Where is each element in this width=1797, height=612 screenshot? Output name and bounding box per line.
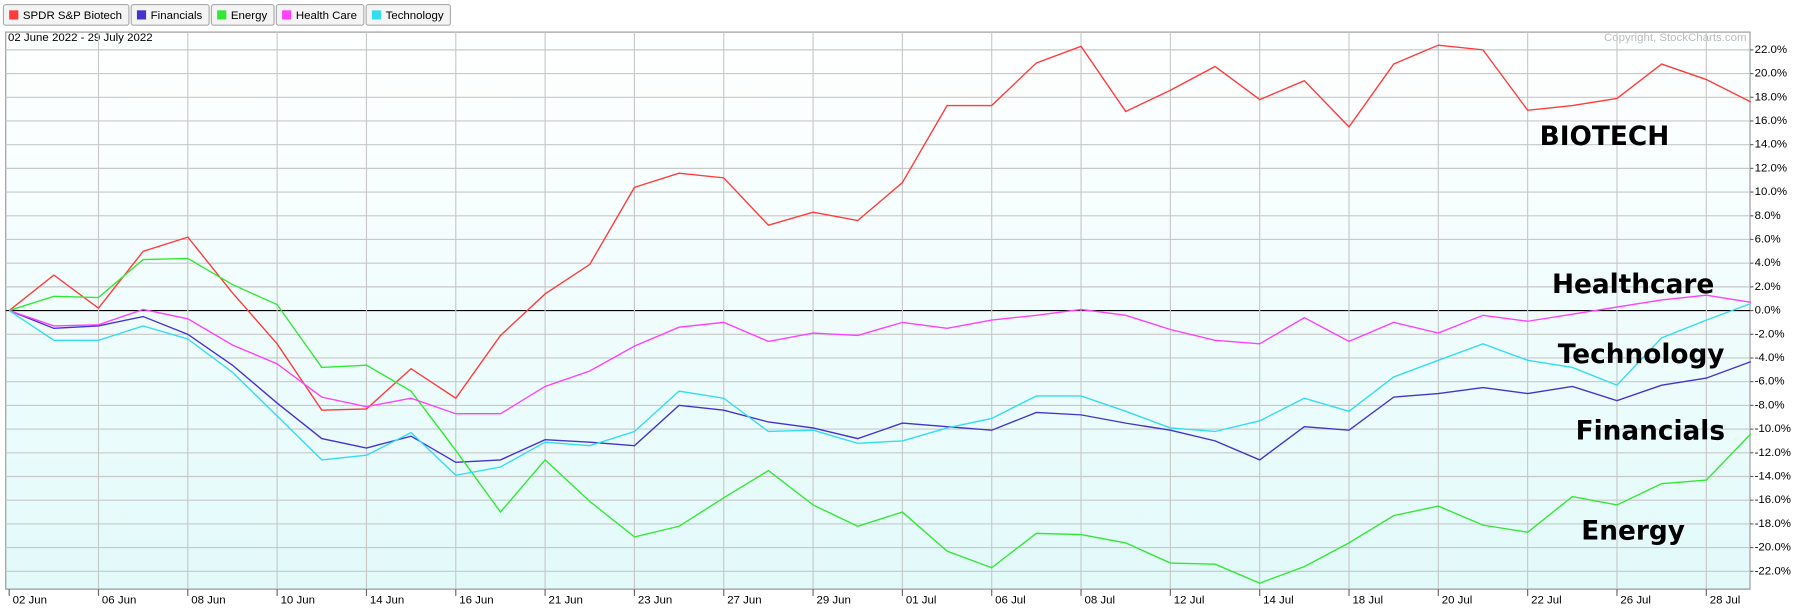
legend-button: [275, 4, 365, 26]
y-tick-label: 22.0%: [1755, 44, 1787, 56]
x-tick-label: 28 Jul: [1710, 595, 1741, 607]
y-tick-label: -20.0%: [1755, 542, 1791, 554]
y-tick-label: 0.0%: [1755, 305, 1781, 317]
x-tick-label: 23 Jun: [638, 595, 672, 607]
y-tick-label: -18.0%: [1755, 518, 1791, 530]
series-line: [8, 302, 1752, 477]
x-tick-label: 14 Jun: [370, 595, 404, 607]
x-tick-label: 14 Jul: [1263, 595, 1294, 607]
x-tick-label: 18 Jul: [1352, 595, 1383, 607]
legend-swatch: [136, 10, 147, 20]
legend-label: Energy: [231, 10, 268, 22]
legend-item[interactable]: Health Care: [275, 4, 365, 26]
legend-button: [2, 4, 130, 26]
x-tick-label: 12 Jul: [1174, 595, 1205, 607]
legend-item[interactable]: Financials: [130, 4, 210, 26]
x-tick-label: 06 Jul: [995, 595, 1026, 607]
x-tick-label: 08 Jul: [1084, 595, 1115, 607]
legend-label: Financials: [151, 10, 203, 22]
annotation: Financials: [1576, 417, 1725, 447]
series-line: [8, 44, 1752, 411]
y-tick-label: 2.0%: [1755, 281, 1781, 293]
legend-swatch: [282, 10, 292, 20]
legend-item[interactable]: Energy: [210, 4, 275, 26]
y-tick-label: 12.0%: [1755, 162, 1787, 174]
x-tick-label: 01 Jul: [906, 595, 937, 607]
x-tick-label: 16 Jun: [459, 595, 493, 607]
y-tick-label: -6.0%: [1755, 376, 1785, 388]
x-tick-label: 06 Jun: [102, 595, 136, 607]
y-tick-label: 4.0%: [1755, 257, 1781, 269]
annotation: Technology: [1558, 340, 1725, 370]
y-tick-label: -10.0%: [1755, 423, 1791, 435]
y-tick-label: -8.0%: [1755, 399, 1785, 411]
legend-button: [365, 4, 452, 26]
legend-label: Health Care: [296, 10, 357, 22]
series-line: [8, 257, 1752, 584]
date-range: 02 June 2022 - 29 July 2022: [8, 32, 153, 44]
legend-label: Technology: [386, 10, 444, 22]
x-tick-label: 29 Jun: [817, 595, 851, 607]
y-tick-label: 20.0%: [1755, 68, 1787, 80]
y-tick-label: -14.0%: [1755, 471, 1791, 483]
x-tick-label: 10 Jun: [281, 595, 315, 607]
y-tick-label: -16.0%: [1755, 494, 1791, 506]
annotation: Healthcare: [1552, 270, 1714, 300]
series-line: [8, 294, 1752, 415]
x-tick-label: 26 Jul: [1620, 595, 1651, 607]
y-tick-label: 8.0%: [1755, 210, 1781, 222]
x-tick-label: 08 Jun: [191, 595, 225, 607]
x-tick-label: 20 Jul: [1442, 595, 1473, 607]
legend-swatch: [217, 10, 227, 20]
x-tick-label: 02 Jun: [13, 595, 47, 607]
copyright: Copyright, StockCharts.com: [1604, 32, 1747, 44]
legend-item[interactable]: Technology: [365, 4, 452, 26]
legend-swatch: [9, 10, 19, 20]
legend-swatch: [371, 10, 382, 20]
x-tick-label: 27 Jun: [727, 595, 761, 607]
legend-label: SPDR S&P Biotech: [23, 10, 122, 22]
y-tick-label: -22.0%: [1755, 565, 1791, 577]
annotation: BIOTECH: [1540, 122, 1670, 152]
annotation: Energy: [1581, 516, 1685, 546]
y-tick-label: 6.0%: [1755, 234, 1781, 246]
x-tick-label: 22 Jul: [1531, 595, 1562, 607]
legend-button: [130, 4, 210, 26]
series-line: [8, 309, 1752, 464]
legend-item[interactable]: SPDR S&P Biotech: [2, 4, 130, 26]
y-tick-label: -12.0%: [1755, 447, 1791, 459]
y-tick-label: 14.0%: [1755, 139, 1787, 151]
y-tick-label: 10.0%: [1755, 186, 1787, 198]
y-tick-label: 18.0%: [1755, 91, 1787, 103]
y-tick-label: -4.0%: [1755, 352, 1785, 364]
y-tick-label: -2.0%: [1755, 328, 1785, 340]
x-tick-label: 21 Jun: [549, 595, 583, 607]
y-tick-label: 16.0%: [1755, 115, 1787, 127]
legend-button: [210, 4, 275, 26]
